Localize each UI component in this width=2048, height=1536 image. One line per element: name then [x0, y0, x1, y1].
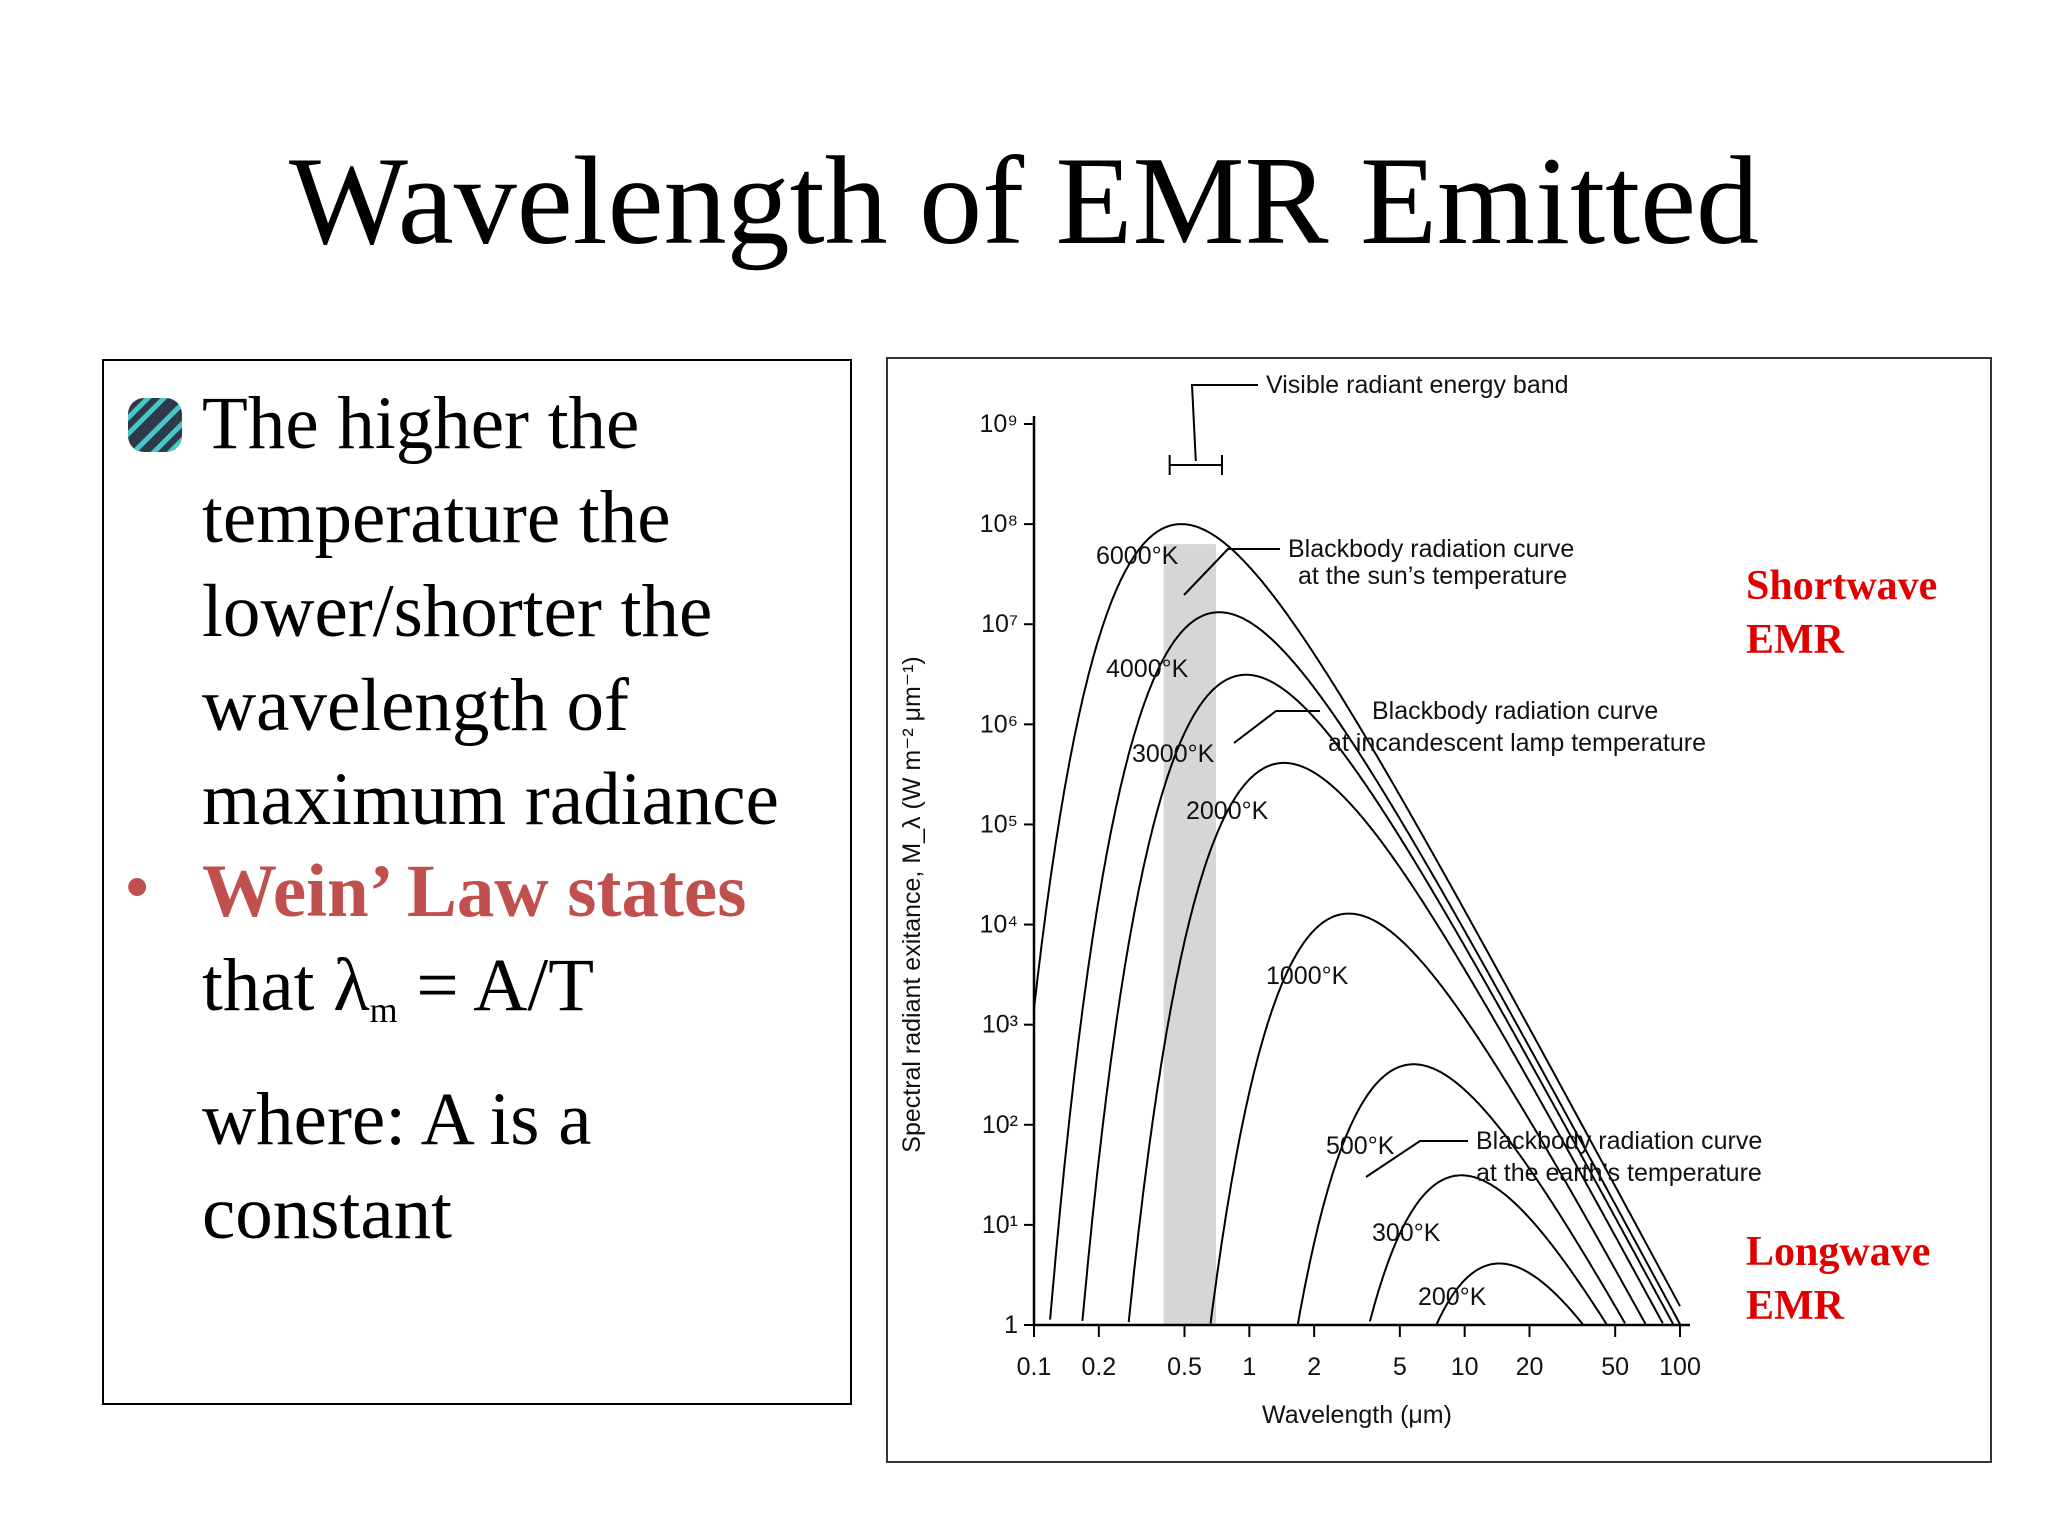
chart-frame: Visible radiant energy band 1 10¹ 10² 10³ 10⁴… — [886, 357, 1992, 1463]
x-tick-label: 0.5 — [1167, 1353, 1202, 1381]
y-tick-label: 10³ — [982, 1011, 1018, 1039]
where-line-2: constant — [202, 1172, 452, 1255]
annotation-3-line-2: at the earth’s temperature — [1476, 1159, 1762, 1187]
y-tick-label: 10⁹ — [979, 410, 1018, 438]
x-tick-label: 20 — [1516, 1353, 1544, 1381]
series-line-2000K — [1127, 761, 1664, 1324]
longwave-label-line-2: EMR — [1746, 1283, 1844, 1329]
bullet2-dot: • — [124, 846, 151, 929]
shortwave-label-line-1: Shortwave — [1746, 563, 1938, 609]
slide-title: Wavelength of EMR Emitted — [288, 132, 1760, 271]
x-tick-label: 1 — [1242, 1353, 1256, 1381]
annotation-1-line-2: at the sun’s temperature — [1298, 562, 1567, 590]
longwave-label-line-1: Longwave — [1746, 1229, 1931, 1275]
annotation-1-line-1: Blackbody radiation curve — [1288, 535, 1574, 563]
annotation-2-leader — [1233, 710, 1320, 744]
x-tick-label: 5 — [1393, 1353, 1407, 1381]
series-label-2000K: 2000°K — [1186, 797, 1269, 825]
visible-band-leader — [1190, 384, 1258, 462]
series-label-200K: 200°K — [1418, 1283, 1487, 1311]
x-tick-label: 10 — [1451, 1353, 1479, 1381]
y-tick-label: 10⁸ — [980, 510, 1018, 538]
bullet1-line-4: wavelength of — [202, 664, 629, 747]
y-tick-label: 10¹ — [982, 1211, 1018, 1239]
shortwave-label: Shortwave EMR — [1746, 559, 1937, 667]
x-tick-label: 0.1 — [1017, 1353, 1052, 1381]
y-tick-label: 10⁶ — [980, 710, 1018, 738]
series-label-500K: 500°K — [1326, 1132, 1395, 1160]
series-line-4000K — [1049, 611, 1681, 1325]
series-label-1000K: 1000°K — [1266, 962, 1349, 990]
bullet1-line-5: maximum radiance — [202, 758, 779, 841]
annotation-2-line-2: at incandescent lamp temperature — [1328, 729, 1706, 757]
blackbody-chart: Visible radiant energy band 1 10¹ 10² 10³ 10⁴… — [898, 371, 1762, 1429]
formula-prefix: that λ — [202, 944, 370, 1027]
series-line-3000K — [1081, 673, 1675, 1326]
annotation-3-leader — [1365, 1140, 1468, 1178]
x-tick-label: 2 — [1307, 1353, 1321, 1381]
striped-square-bullet-icon — [128, 398, 182, 452]
x-axis-label: Wavelength (μm) — [1262, 1401, 1452, 1429]
formula-suffix: = A/T — [397, 944, 595, 1027]
formula-subscript: m — [369, 990, 398, 1030]
y-tick-label: 10² — [982, 1111, 1018, 1139]
bullet1-line-1: The higher the — [202, 382, 640, 465]
longwave-label: Longwave EMR — [1746, 1225, 1930, 1333]
annotation-1-leader — [1183, 548, 1280, 596]
x-tick-label: 100 — [1659, 1353, 1701, 1381]
text-box: The higher the temperature the lower/sho… — [102, 359, 852, 1405]
series-line-300K — [1368, 1174, 1608, 1326]
shortwave-label-line-2: EMR — [1746, 617, 1844, 663]
series-line-1000K — [1209, 912, 1647, 1325]
series-label-4000K: 4000°K — [1106, 655, 1189, 683]
series-label-6000K: 6000°K — [1096, 542, 1179, 570]
y-axis-label: Spectral radiant exitance, M_λ (W m⁻² μm… — [898, 656, 926, 1152]
series-label-3000K: 3000°K — [1132, 740, 1215, 768]
x-tick-label: 0.2 — [1081, 1353, 1116, 1381]
y-tick-label: 1 — [1004, 1311, 1018, 1339]
annotation-3-line-1: Blackbody radiation curve — [1476, 1127, 1762, 1155]
series-line-500K — [1296, 1063, 1626, 1325]
bullet1-line-2: temperature the — [202, 476, 671, 559]
wein-law-formula: that λm = A/T — [202, 939, 594, 1057]
visible-band-label: Visible radiant energy band — [1266, 371, 1569, 399]
wein-law-heading: Wein’ Law states — [202, 850, 747, 933]
y-tick-label: 10⁷ — [981, 610, 1018, 638]
x-tick-label: 50 — [1601, 1353, 1629, 1381]
series-line-200K — [1435, 1262, 1584, 1326]
series-label-300K: 300°K — [1372, 1219, 1441, 1247]
bullet1-line-3: lower/shorter the — [202, 570, 713, 653]
y-tick-label: 10⁵ — [980, 810, 1018, 838]
y-tick-label: 10⁴ — [979, 911, 1018, 939]
annotation-2-line-1: Blackbody radiation curve — [1372, 697, 1658, 725]
visible-band — [1163, 544, 1216, 1325]
series-line-6000K — [1033, 523, 1681, 1307]
where-line-1: where: A is a — [202, 1078, 592, 1161]
